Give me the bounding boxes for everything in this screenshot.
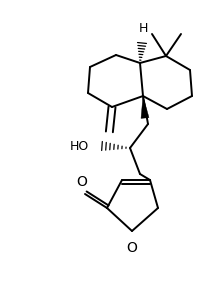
Text: HO: HO bbox=[70, 139, 89, 153]
Text: O: O bbox=[127, 241, 137, 255]
Polygon shape bbox=[141, 96, 149, 118]
Text: H: H bbox=[138, 22, 148, 35]
Text: O: O bbox=[77, 175, 87, 189]
